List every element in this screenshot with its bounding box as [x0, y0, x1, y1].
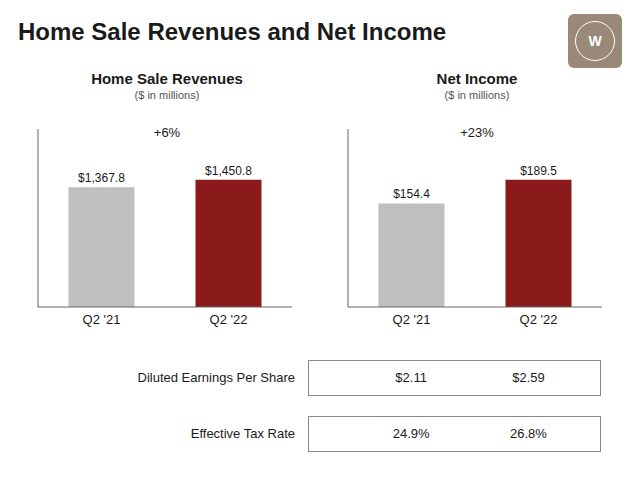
html-text:Net Income: Net Income: [436, 70, 518, 87]
svg-text:Q2 '22: Q2 '22: [520, 312, 558, 327]
html-text:$2.59: $2.59: [512, 370, 545, 385]
svg-text:$1,450.8: $1,450.8: [205, 164, 252, 178]
svg-text:$189.5: $189.5: [520, 164, 557, 178]
html-text:Home Sale Revenues: Home Sale Revenues: [91, 70, 243, 87]
svg-text:Q2 '21: Q2 '21: [83, 312, 121, 327]
svg-text:Q2 '22: Q2 '22: [210, 312, 248, 327]
html-text:+6%: +6%: [153, 125, 181, 140]
html-text:($ in millions): ($ in millions): [134, 89, 200, 101]
html-text:Home Sale Revenues and Net Inc: Home Sale Revenues and Net Income: [18, 18, 447, 45]
html-text:Effective Tax Rate: Effective Tax Rate: [190, 426, 295, 441]
html-text:Diluted Earnings Per Share: Diluted Earnings Per Share: [137, 370, 295, 385]
html-text:26.8%: 26.8%: [510, 426, 547, 441]
svg-text:$154.4: $154.4: [393, 187, 430, 201]
html-text:$2.11: $2.11: [395, 370, 427, 385]
html-text:24.9%: 24.9%: [392, 426, 430, 441]
html-text:W: W: [588, 33, 602, 49]
html-text:($ in millions): ($ in millions): [444, 89, 510, 101]
svg-text:$1,367.8: $1,367.8: [78, 171, 125, 185]
html-text:+23%: +23%: [460, 125, 494, 140]
svg-text:Q2 '21: Q2 '21: [393, 312, 431, 327]
